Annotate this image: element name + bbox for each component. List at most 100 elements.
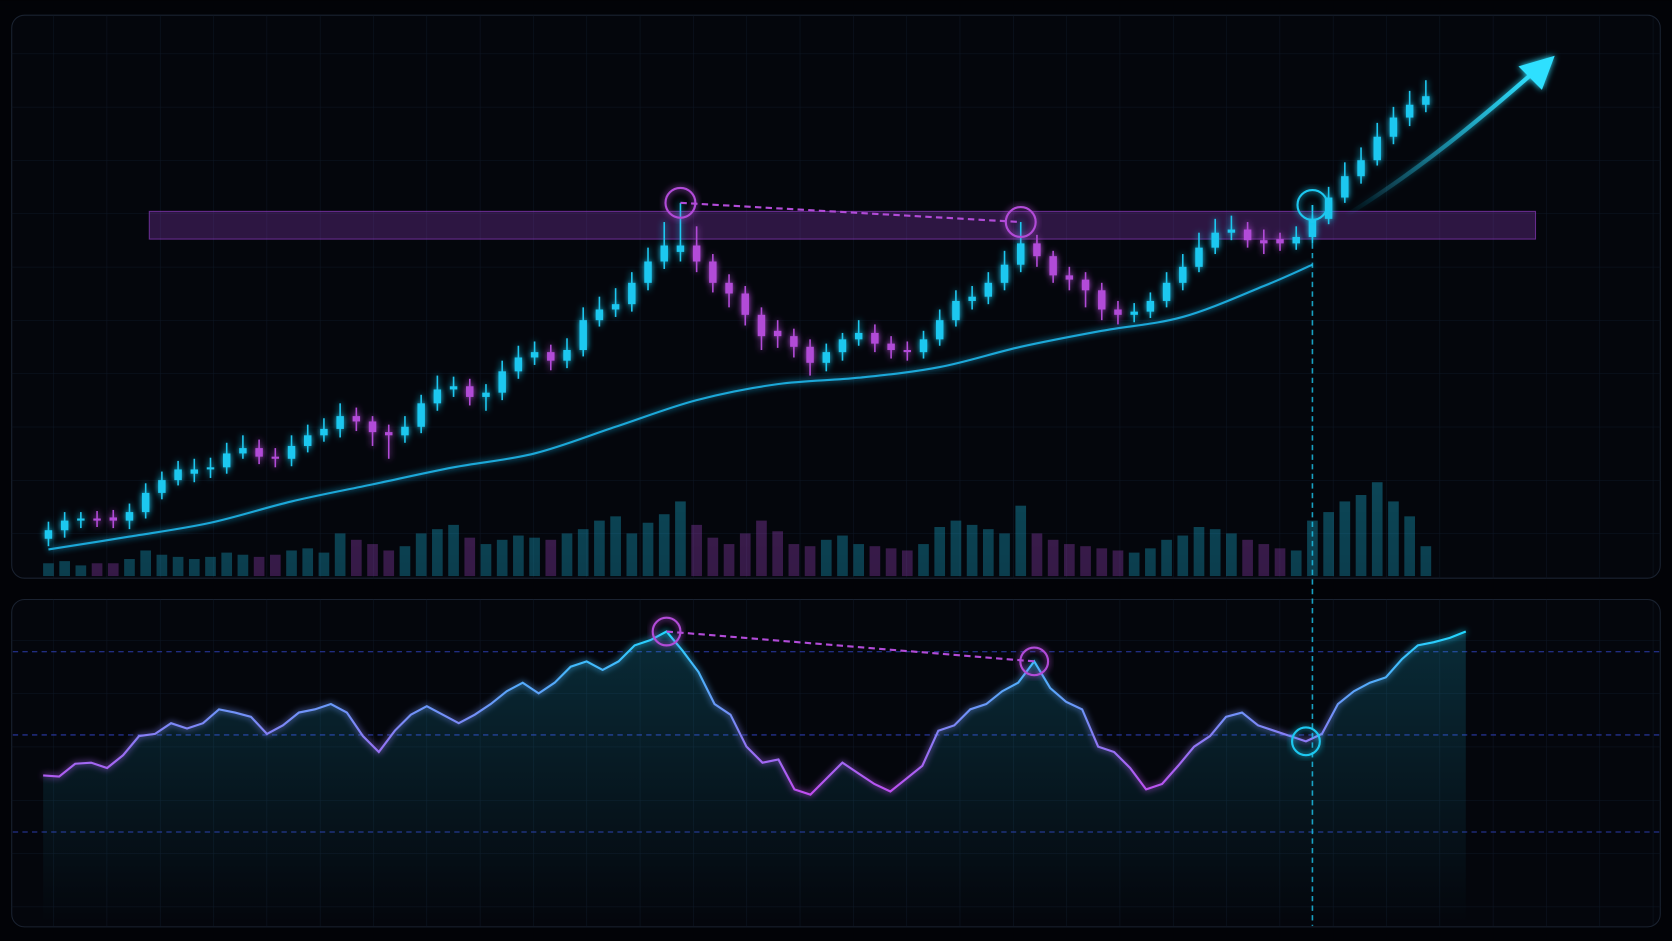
candle-body (44, 530, 53, 539)
volume-bar (107, 563, 119, 577)
oscillator-divergence (666, 630, 1035, 663)
volume-bar (1274, 548, 1286, 577)
arrow-head (1518, 55, 1555, 90)
volume-bar (966, 524, 978, 577)
candle-body (1114, 309, 1122, 315)
candle-body (77, 518, 85, 521)
candle-body (741, 293, 749, 315)
candle-body (222, 453, 231, 468)
volume-bar (772, 531, 783, 577)
price-highlight (1004, 206, 1037, 239)
volume-bar (367, 544, 378, 577)
candle-body (498, 371, 506, 393)
volume-bar (577, 529, 589, 577)
candle-body (611, 304, 620, 310)
candle-body (547, 352, 555, 361)
candle-body (1049, 256, 1057, 276)
arrow-shaft (1344, 69, 1537, 218)
candle-body (773, 330, 782, 337)
candle-body (1081, 279, 1090, 291)
volume-bar (302, 548, 314, 577)
candle-body (968, 296, 976, 301)
moving-average (48, 263, 1313, 551)
volume-bar (723, 544, 735, 577)
volume-bar (188, 559, 200, 577)
volume-bar (1047, 539, 1059, 577)
candle-body (190, 469, 199, 474)
volume-bar (205, 556, 216, 577)
candle-body (919, 339, 928, 353)
volume-bar (626, 533, 638, 577)
oscillator-highlight (1019, 646, 1050, 677)
candle-body (1098, 290, 1106, 310)
volume-bar (1145, 548, 1156, 577)
candle-body (109, 517, 117, 521)
volume-bar (286, 550, 297, 577)
volume-bar (91, 563, 103, 577)
candle-body (644, 261, 652, 283)
candle-body (255, 448, 263, 457)
volume-bar (529, 537, 540, 577)
candle-body (757, 314, 766, 337)
candle-body (60, 520, 69, 531)
volume-bar (237, 554, 249, 577)
candle-body (579, 320, 587, 351)
candle-body (530, 352, 539, 358)
candle-body (806, 346, 814, 363)
candle-body (368, 421, 377, 433)
volume-bar (513, 535, 524, 577)
candle-body (303, 435, 312, 446)
candle-body (1000, 264, 1009, 283)
candle-body (336, 416, 344, 429)
volume-bar (480, 544, 492, 577)
volume-bar (448, 524, 459, 577)
volume-bar (1177, 535, 1189, 577)
candle-body (1179, 266, 1187, 283)
candle-body (1017, 243, 1025, 265)
volume-bar (1161, 539, 1172, 577)
volume-bar (1258, 544, 1270, 577)
volume-bar (610, 516, 621, 577)
candle-body (1146, 300, 1155, 312)
price-highlight (1296, 188, 1329, 221)
volume-bar (432, 529, 443, 577)
volume-bar (1371, 482, 1383, 577)
volume-bar (1388, 501, 1399, 577)
volume-bar (788, 544, 800, 577)
volume-bar (1307, 520, 1318, 577)
candle-body (1033, 243, 1041, 257)
candle-body (174, 469, 182, 481)
candle-body (417, 403, 425, 427)
candle-body (903, 350, 912, 353)
candle-body (854, 332, 863, 340)
volume-bar (950, 520, 962, 577)
volume-bar (804, 546, 816, 577)
volume-bar (156, 554, 168, 577)
volume-bar (1242, 539, 1253, 577)
volume-bar (642, 522, 654, 577)
volume-bar (1355, 495, 1367, 577)
candle-body (1065, 275, 1074, 280)
candle-body (709, 261, 717, 283)
candle-body (239, 448, 247, 454)
volume-bar (1193, 527, 1205, 577)
volume-bar (1031, 533, 1043, 577)
volume-bar (837, 535, 848, 577)
candle-body (433, 389, 442, 404)
candle-body (1130, 311, 1138, 315)
volume-bar (594, 520, 605, 577)
volume-bar (221, 552, 233, 577)
volume-bar (140, 550, 152, 577)
candle-body (1243, 229, 1252, 241)
volume-bar (1080, 546, 1091, 577)
volume-bar (1420, 546, 1432, 577)
volume-bar (545, 539, 557, 577)
volume-bar (1096, 548, 1108, 577)
volume-bar (399, 546, 411, 577)
volume-bar (691, 524, 702, 577)
candle-body (401, 426, 409, 436)
trend-arrow (1344, 55, 1555, 218)
volume-layer (43, 482, 1432, 577)
